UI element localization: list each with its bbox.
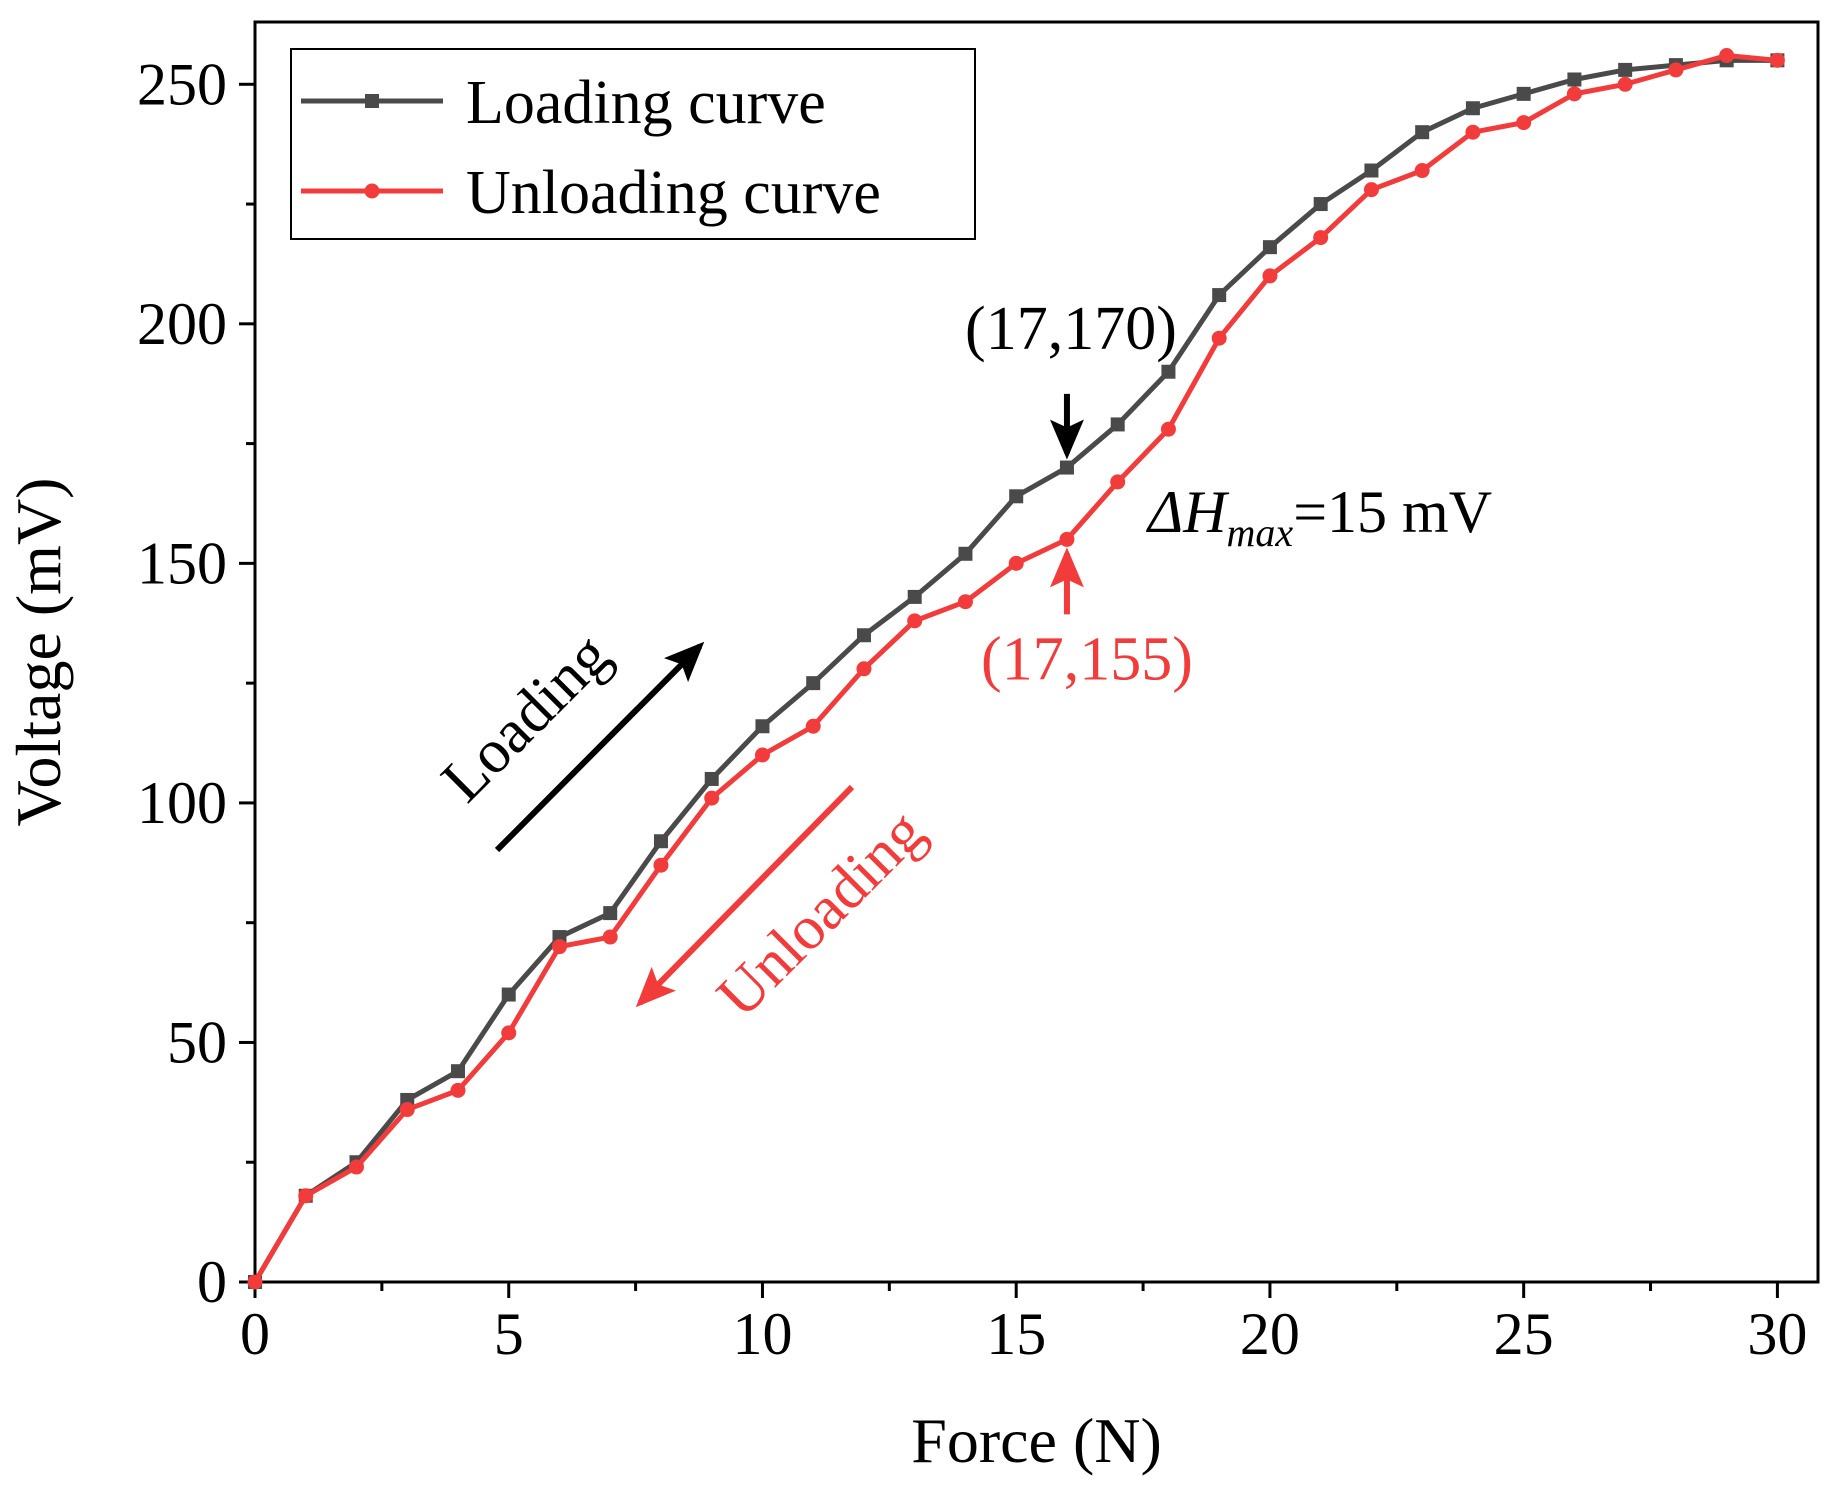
data-point xyxy=(653,857,669,873)
x-tick-label: 5 xyxy=(494,1301,524,1367)
legend-marker xyxy=(365,94,379,108)
plot-frame xyxy=(253,20,1820,1284)
data-point xyxy=(1414,163,1430,179)
data-point xyxy=(1465,124,1481,140)
data-point xyxy=(907,613,923,629)
legend-item-unloading: Unloading curve xyxy=(301,159,881,227)
legend-box xyxy=(290,48,976,240)
y-tick-label: 250 xyxy=(137,51,227,117)
delta-h-label: ΔHmax=15 mV xyxy=(1146,479,1492,555)
data-point xyxy=(1567,72,1582,87)
series-unloading xyxy=(247,48,1785,1290)
delta-h-value: =15 mV xyxy=(1293,479,1492,545)
x-tick-label: 20 xyxy=(1240,1301,1300,1367)
data-point xyxy=(1110,474,1126,490)
annotations: (17,170) (17,155) ΔHmax=15 mV Loading Unload… xyxy=(429,295,1492,1031)
data-point xyxy=(1262,240,1277,255)
data-point xyxy=(1465,101,1480,116)
data-point xyxy=(1008,555,1024,571)
delta-h-sub: max xyxy=(1227,510,1294,555)
data-point xyxy=(704,771,719,786)
data-point xyxy=(1516,115,1532,131)
data-point xyxy=(805,718,821,734)
data-point xyxy=(754,747,770,763)
data-point xyxy=(1211,330,1227,346)
data-point xyxy=(247,1274,263,1290)
data-point xyxy=(450,1064,465,1079)
x-axis-title: Force (N) xyxy=(911,1405,1162,1476)
loading-point-label: (17,170) xyxy=(965,295,1177,363)
unloading-direction-arrow xyxy=(635,784,855,1008)
data-point xyxy=(653,834,668,849)
legend-item-loading: Loading curve xyxy=(301,69,826,137)
data-point xyxy=(1415,125,1430,140)
x-tick-label: 10 xyxy=(732,1301,792,1367)
data-point xyxy=(551,939,567,955)
data-point xyxy=(1618,62,1633,77)
data-point xyxy=(1566,86,1582,102)
data-point xyxy=(1313,197,1328,212)
legend-marker xyxy=(364,183,380,199)
y-tick-label: 200 xyxy=(137,291,227,357)
data-point xyxy=(1516,86,1531,101)
x-tick-label: 0 xyxy=(240,1301,270,1367)
data-point xyxy=(1059,460,1074,475)
data-point xyxy=(1769,52,1785,68)
legend-label: Loading curve xyxy=(466,69,826,137)
data-point xyxy=(755,719,770,734)
unloading-point-label: (17,155) xyxy=(981,625,1193,693)
data-point xyxy=(1160,421,1176,437)
x-tick-label: 15 xyxy=(986,1301,1046,1367)
series-layer xyxy=(247,48,1785,1290)
data-point xyxy=(704,790,720,806)
y-tick-label: 150 xyxy=(137,530,227,596)
data-point xyxy=(501,987,516,1002)
y-tick-label: 50 xyxy=(167,1009,227,1075)
data-point xyxy=(957,594,973,610)
data-point xyxy=(1668,62,1684,78)
data-point xyxy=(958,546,973,561)
data-point xyxy=(1262,268,1278,284)
data-point xyxy=(298,1188,314,1204)
data-point xyxy=(602,929,618,945)
data-point xyxy=(450,1082,466,1098)
unloading-direction-label: Unloading xyxy=(704,797,937,1030)
data-point xyxy=(399,1102,415,1118)
data-point xyxy=(1212,288,1227,303)
data-point xyxy=(501,1025,517,1041)
x-tick-label: 25 xyxy=(1494,1301,1554,1367)
data-point xyxy=(1719,48,1735,64)
data-point xyxy=(1059,531,1075,547)
data-point xyxy=(348,1159,364,1175)
data-point xyxy=(1110,417,1125,432)
legend-label: Unloading curve xyxy=(466,159,881,227)
y-tick-label: 0 xyxy=(197,1249,227,1315)
data-point xyxy=(1364,163,1379,178)
x-tick-label: 30 xyxy=(1747,1301,1807,1367)
data-point xyxy=(1617,76,1633,92)
loading-direction-label: Loading xyxy=(429,621,623,815)
data-point xyxy=(1363,182,1379,198)
legend: Loading curve Unloading curve xyxy=(290,48,976,240)
data-point xyxy=(907,589,922,604)
data-point xyxy=(1161,364,1176,379)
loading-direction-arrow xyxy=(494,641,705,853)
data-point xyxy=(1009,489,1024,504)
data-point xyxy=(856,628,871,643)
delta-h-prefix: ΔH xyxy=(1146,479,1230,545)
axes: 0 5 10 15 20 25 30 0 50 100 150 200 250 Force (N) Volt… xyxy=(3,20,1820,1476)
data-point xyxy=(856,661,872,677)
data-point xyxy=(1313,230,1329,246)
data-point xyxy=(806,676,821,691)
y-tick-label: 100 xyxy=(137,770,227,836)
y-axis-title: Voltage (mV) xyxy=(3,478,74,827)
data-point xyxy=(603,906,618,921)
